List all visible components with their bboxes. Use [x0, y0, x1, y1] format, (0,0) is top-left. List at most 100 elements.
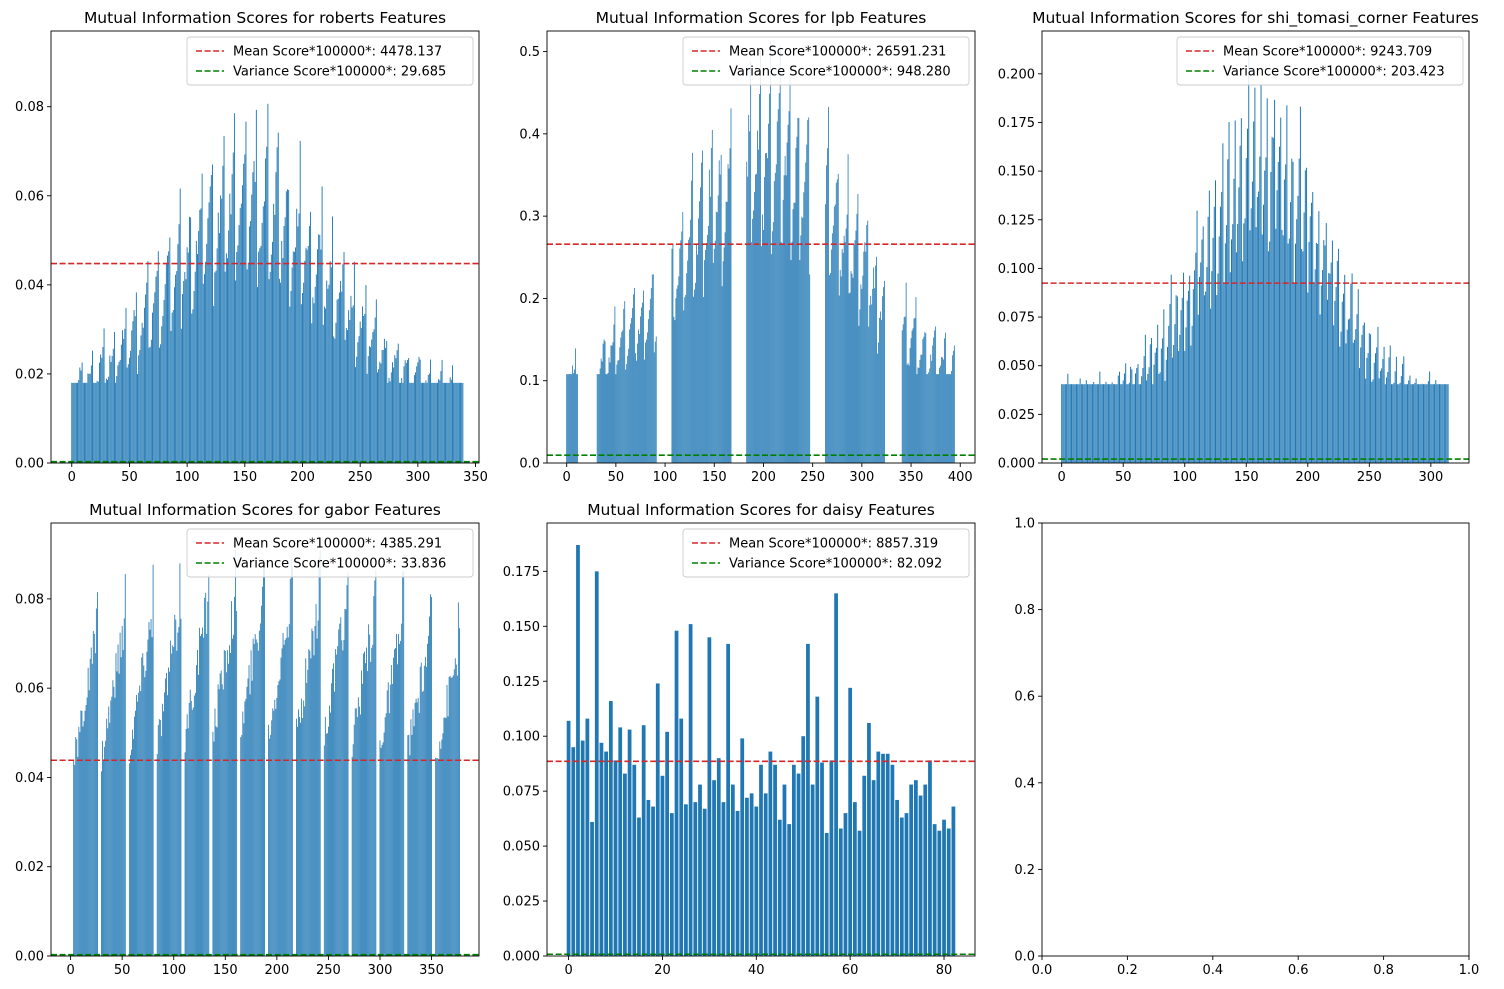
bar	[1139, 384, 1141, 463]
bar	[1167, 346, 1169, 463]
bar	[216, 727, 218, 956]
y-tick-label: 0.8	[1014, 603, 1035, 618]
x-tick-label: 200	[290, 470, 315, 485]
bar	[1443, 384, 1445, 463]
bar	[1440, 384, 1442, 463]
bar	[1411, 384, 1413, 463]
bar	[1178, 351, 1180, 463]
bar	[677, 285, 679, 463]
bar	[1383, 346, 1385, 463]
bar	[255, 639, 257, 956]
bar	[187, 728, 189, 956]
bar	[1266, 98, 1268, 463]
bar	[1154, 352, 1156, 463]
bar	[227, 663, 229, 956]
bar	[404, 360, 406, 463]
bar	[150, 339, 152, 463]
bar	[1274, 99, 1276, 463]
bar	[217, 212, 219, 463]
bar	[884, 280, 885, 463]
bar	[241, 735, 243, 956]
bar	[115, 653, 117, 956]
bar	[868, 326, 870, 463]
bar	[135, 710, 136, 956]
bar	[1435, 379, 1437, 463]
bar	[285, 638, 287, 956]
bar	[748, 115, 750, 463]
bar	[671, 248, 673, 463]
bar	[1258, 191, 1260, 463]
bar	[170, 330, 172, 463]
bar	[849, 292, 851, 463]
bar	[422, 690, 424, 956]
bar	[124, 328, 126, 463]
bar	[644, 342, 646, 463]
bar	[415, 372, 417, 463]
bar	[221, 684, 223, 956]
bar	[308, 649, 310, 956]
bar	[412, 382, 414, 463]
bar	[180, 618, 182, 956]
bar	[347, 571, 349, 956]
bar	[1394, 371, 1396, 463]
bar	[903, 317, 905, 463]
bar	[227, 258, 228, 463]
bar	[116, 376, 118, 463]
bar	[398, 634, 399, 956]
bar	[909, 347, 911, 463]
bar	[694, 289, 695, 463]
bar	[1247, 128, 1248, 463]
bar	[608, 701, 613, 956]
x-tick-label: 100	[175, 470, 200, 485]
bar	[127, 364, 129, 463]
bar	[160, 344, 162, 463]
x-tick-label: 100	[161, 963, 186, 978]
bar	[173, 287, 175, 463]
bar	[1238, 187, 1240, 463]
legend-box	[186, 528, 474, 578]
bar	[1128, 382, 1130, 463]
bar	[329, 261, 331, 463]
bar	[304, 260, 306, 463]
y-tick-label: 0.125	[503, 675, 540, 690]
bar	[313, 655, 315, 956]
bar	[1335, 286, 1337, 463]
bar	[698, 784, 702, 956]
bar	[440, 748, 442, 956]
bar	[1306, 167, 1308, 463]
bar	[324, 716, 326, 956]
bar	[379, 361, 381, 463]
x-tick-label: 0.6	[1288, 963, 1309, 978]
bar	[937, 374, 939, 463]
bar	[700, 187, 701, 463]
bar	[96, 380, 98, 463]
bar	[790, 259, 792, 463]
bar	[1234, 120, 1236, 463]
bar	[120, 344, 122, 463]
bar	[427, 375, 429, 463]
bar	[1157, 324, 1159, 463]
bar	[222, 165, 224, 463]
bar	[134, 716, 135, 956]
bar	[414, 702, 416, 956]
bar	[1409, 375, 1411, 463]
bar	[416, 702, 418, 956]
bar	[1203, 295, 1205, 463]
bar	[649, 298, 651, 463]
bar	[1264, 170, 1266, 463]
bar	[679, 718, 684, 956]
bar	[332, 216, 333, 463]
bar	[266, 146, 268, 463]
bar	[87, 373, 89, 463]
bar	[204, 597, 206, 956]
bar	[1261, 234, 1263, 463]
bar	[1183, 272, 1185, 463]
bar	[1074, 384, 1076, 463]
bar	[97, 381, 99, 463]
bar	[192, 309, 194, 463]
bar	[852, 802, 857, 956]
bar	[310, 658, 312, 956]
bar	[629, 329, 631, 463]
bar	[355, 708, 357, 956]
bar	[311, 628, 313, 956]
